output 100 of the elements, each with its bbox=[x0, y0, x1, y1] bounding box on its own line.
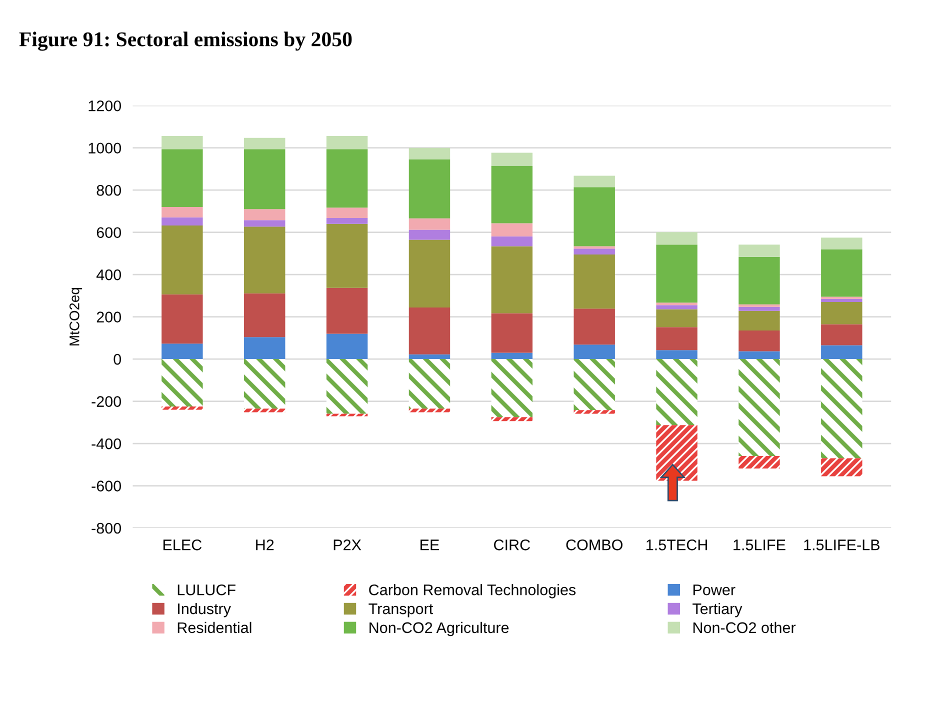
bar bbox=[162, 406, 203, 410]
bar bbox=[656, 327, 698, 350]
bar bbox=[738, 304, 780, 307]
bar bbox=[574, 410, 615, 414]
y-tick-label: 1200 bbox=[88, 100, 122, 112]
bar bbox=[244, 226, 286, 294]
bar bbox=[656, 309, 698, 328]
bar bbox=[244, 220, 286, 227]
bar bbox=[574, 344, 615, 360]
bar bbox=[491, 359, 533, 418]
bar bbox=[408, 148, 450, 160]
bar bbox=[491, 236, 533, 246]
x-tick-label: 1.5LIFE bbox=[734, 540, 786, 550]
bar bbox=[821, 359, 862, 458]
bar bbox=[491, 313, 533, 353]
x-tick-label: CIRC bbox=[494, 540, 530, 550]
bar bbox=[574, 254, 615, 309]
bar bbox=[326, 414, 368, 416]
bar bbox=[821, 238, 862, 250]
bar bbox=[491, 166, 533, 224]
bar bbox=[244, 293, 286, 338]
bar bbox=[738, 359, 780, 456]
x-tick-label: ELEC bbox=[163, 540, 202, 550]
x-tick-label: H2 bbox=[256, 540, 274, 550]
bar bbox=[408, 354, 450, 360]
bar bbox=[821, 324, 862, 346]
bar bbox=[656, 302, 698, 306]
x-tick-label: 1.5LIFE-LB bbox=[804, 540, 880, 550]
y-tick-label: 1000 bbox=[88, 142, 122, 154]
x-tick-label: COMBO bbox=[566, 540, 622, 550]
bar bbox=[738, 351, 780, 360]
bar bbox=[326, 224, 368, 288]
legend-label: Non-CO2 other bbox=[693, 622, 796, 634]
bar bbox=[162, 294, 203, 344]
bar bbox=[162, 359, 203, 407]
bar bbox=[162, 226, 203, 294]
bar bbox=[656, 305, 698, 310]
bar bbox=[244, 337, 286, 360]
bar bbox=[244, 359, 286, 409]
bar bbox=[408, 159, 450, 218]
bar bbox=[821, 302, 862, 324]
legend-label: LULUCF bbox=[178, 584, 236, 596]
bar bbox=[574, 359, 615, 410]
bar bbox=[656, 350, 698, 360]
bar bbox=[326, 136, 368, 150]
bar bbox=[656, 359, 698, 426]
bar bbox=[738, 306, 780, 311]
legend-label: Tertiary bbox=[692, 602, 742, 618]
bar bbox=[408, 308, 450, 354]
bar bbox=[162, 136, 203, 150]
bar bbox=[574, 248, 615, 254]
bar bbox=[244, 408, 286, 412]
bar bbox=[821, 345, 862, 360]
bar bbox=[326, 334, 368, 360]
legend-label: Carbon Removal Technologies bbox=[369, 584, 576, 598]
bar bbox=[244, 149, 286, 210]
legend-label: Non-CO2 Agriculture bbox=[370, 622, 509, 636]
y-axis-title: MtCO2eq bbox=[69, 288, 82, 346]
bar bbox=[408, 408, 450, 412]
bar bbox=[738, 256, 780, 304]
bar bbox=[491, 223, 533, 236]
bar bbox=[244, 209, 286, 220]
bar bbox=[244, 138, 286, 150]
bar bbox=[656, 232, 698, 245]
bar bbox=[574, 187, 615, 246]
y-tick-label: 400 bbox=[96, 269, 122, 280]
bar bbox=[821, 298, 862, 302]
x-tick-label: P2X bbox=[334, 540, 362, 550]
bar bbox=[738, 244, 780, 257]
y-tick-label: 0 bbox=[114, 354, 122, 365]
chart-title: Figure 91: Sectoral emissions by 2050 bbox=[19, 32, 352, 51]
bar bbox=[574, 308, 615, 345]
y-tick-label: -600 bbox=[92, 480, 122, 492]
y-tick-label: -200 bbox=[92, 396, 122, 407]
bar bbox=[738, 310, 780, 331]
bar bbox=[408, 230, 450, 240]
bar bbox=[408, 240, 450, 308]
bar bbox=[408, 359, 450, 409]
x-tick-label: 1.5TECH bbox=[646, 540, 707, 550]
y-tick-label: 600 bbox=[96, 227, 122, 238]
bar bbox=[326, 149, 368, 208]
x-tick-label: EE bbox=[420, 540, 440, 550]
y-tick-label: 200 bbox=[96, 312, 122, 322]
y-tick-label: -800 bbox=[92, 522, 122, 534]
bar bbox=[162, 206, 203, 218]
y-tick-label: -400 bbox=[92, 438, 122, 450]
bar bbox=[821, 249, 862, 297]
bar bbox=[326, 288, 368, 334]
bar bbox=[574, 176, 615, 188]
bar bbox=[738, 330, 780, 352]
bar bbox=[656, 244, 698, 303]
legend-label: Transport bbox=[368, 604, 434, 618]
bar bbox=[162, 217, 203, 226]
y-tick-label: 800 bbox=[96, 184, 122, 196]
bar bbox=[326, 218, 368, 224]
bar bbox=[491, 417, 533, 422]
bar bbox=[326, 208, 368, 218]
legend-label: Industry bbox=[178, 602, 231, 618]
legend-label: Power bbox=[693, 584, 736, 596]
bar bbox=[162, 149, 203, 207]
